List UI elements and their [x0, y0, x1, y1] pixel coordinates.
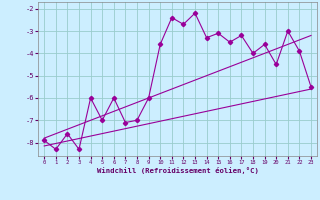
- X-axis label: Windchill (Refroidissement éolien,°C): Windchill (Refroidissement éolien,°C): [97, 167, 259, 174]
